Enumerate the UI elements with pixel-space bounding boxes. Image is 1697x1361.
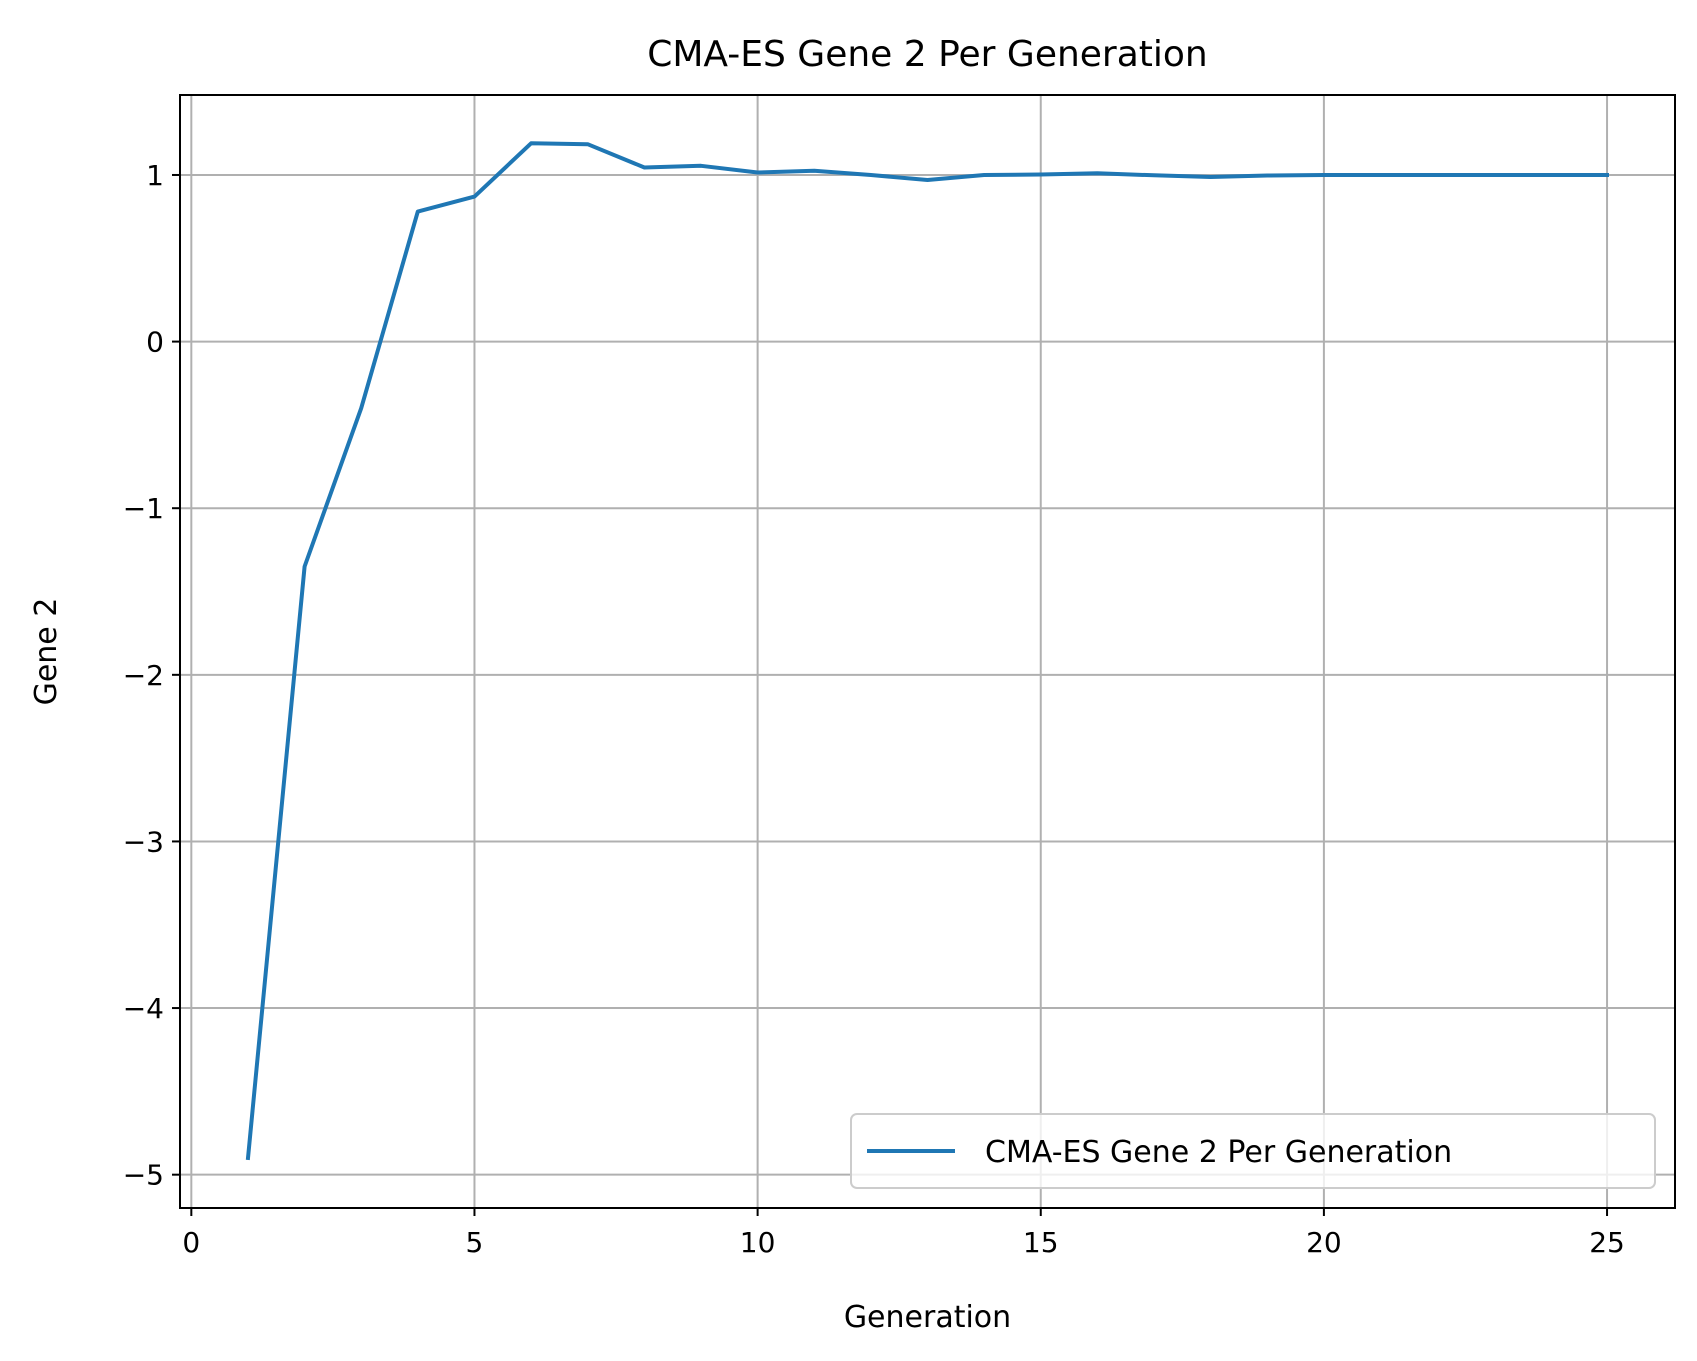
x-tick-label: 0: [182, 1226, 200, 1259]
chart-title: CMA-ES Gene 2 Per Generation: [647, 34, 1208, 75]
grid: [180, 95, 1675, 1208]
y-tick-label: −4: [123, 992, 164, 1025]
x-tick-label: 10: [740, 1226, 776, 1259]
x-axis-label: Generation: [844, 1300, 1011, 1335]
plot-frame: [179, 94, 1676, 1209]
x-tick-label: 25: [1589, 1226, 1625, 1259]
y-axis-label: Gene 2: [29, 598, 64, 706]
legend-box: [850, 1113, 1656, 1189]
legend-label: CMA-ES Gene 2 Per Generation: [985, 1135, 1452, 1170]
y-tick-label: 0: [146, 326, 164, 359]
x-tick-label: 20: [1306, 1226, 1342, 1259]
y-tick-label: 1: [146, 159, 164, 192]
series-line: [245, 141, 1609, 1161]
x-tick-label: 5: [466, 1226, 484, 1259]
y-tick-label: −1: [123, 492, 164, 525]
x-tick-label: 15: [1023, 1226, 1059, 1259]
series-layer: [245, 141, 1609, 1161]
y-tick-label: −3: [123, 825, 164, 858]
legend: CMA-ES Gene 2 Per Generation: [850, 1113, 1656, 1189]
axis-ticks: 0 5 10 15 20 25 −5 −4 −3 −2 −1 0 1: [123, 159, 1625, 1259]
y-tick-label: −2: [123, 659, 164, 692]
y-tick-label: −5: [123, 1159, 164, 1192]
